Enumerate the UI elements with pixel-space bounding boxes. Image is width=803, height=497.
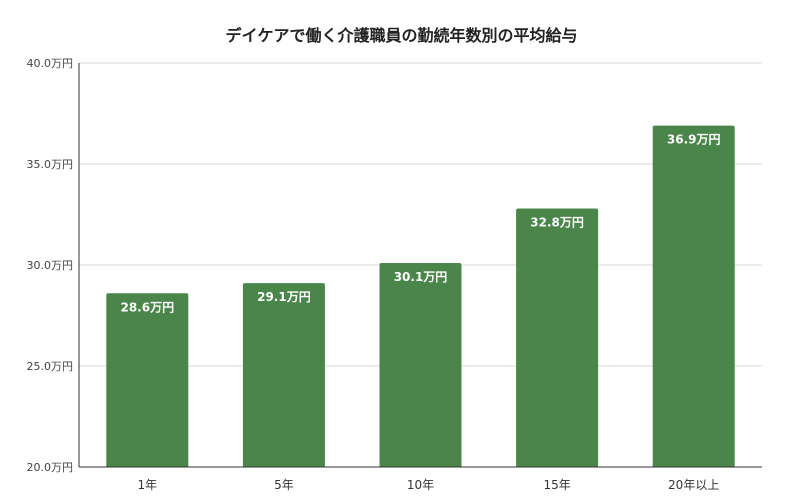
data-label: 32.8万円 xyxy=(530,215,584,229)
x-tick-label: 10年 xyxy=(407,478,434,492)
data-label: 36.9万円 xyxy=(667,133,721,147)
x-tick-label: 20年以上 xyxy=(668,478,719,492)
x-tick-label: 1年 xyxy=(137,478,157,492)
y-tick-label: 35.0万円 xyxy=(27,158,74,171)
x-tick-label: 5年 xyxy=(274,478,294,492)
data-label: 28.6万円 xyxy=(120,300,174,314)
bars xyxy=(106,125,735,468)
chart-title: デイケアで働く介護職員の勤続年数別の平均給与 xyxy=(225,26,578,45)
bar xyxy=(379,262,462,467)
data-label: 30.1万円 xyxy=(394,270,448,284)
labels: 20.0万円 25.0万円 30.0万円 35.0万円 40.0万円 28.6万円 1年 29… xyxy=(27,57,721,492)
y-tick-label: 30.0万円 xyxy=(27,259,74,272)
bar xyxy=(652,125,735,468)
data-label: 29.1万円 xyxy=(257,290,311,304)
axes xyxy=(78,63,762,468)
y-tick-label: 20.0万円 xyxy=(27,461,74,474)
y-tick-label: 40.0万円 xyxy=(27,57,74,70)
bar xyxy=(516,208,599,467)
y-tick-label: 25.0万円 xyxy=(27,360,74,373)
bar xyxy=(106,293,189,467)
bar xyxy=(242,283,325,467)
x-tick-label: 15年 xyxy=(543,478,570,492)
